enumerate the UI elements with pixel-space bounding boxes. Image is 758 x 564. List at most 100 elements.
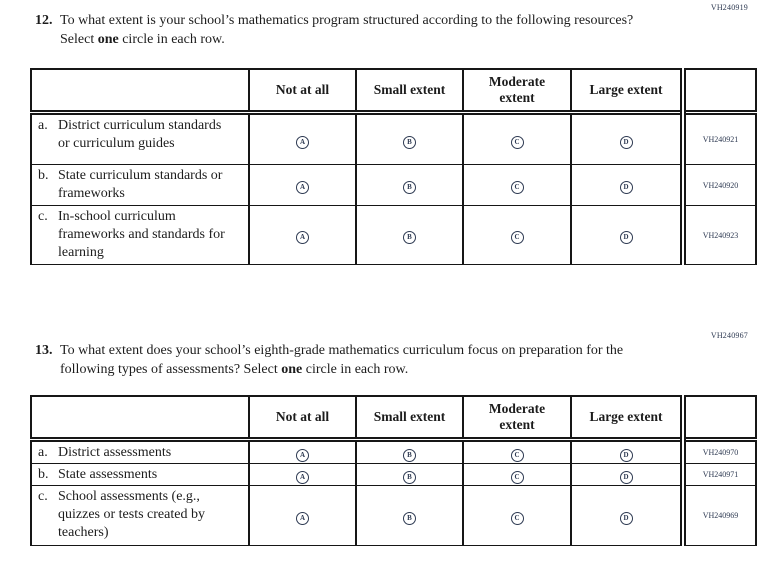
row-letter: a. — [38, 445, 48, 460]
header-code-column — [680, 68, 757, 115]
table-row: b. State curriculum standards or framewo… — [30, 164, 757, 206]
option-cell-not-at-all: A — [248, 463, 357, 486]
row-label-cell: a. District curriculum standards or curr… — [30, 112, 250, 165]
question-12-text: To what extent is your school’s mathemat… — [60, 11, 638, 49]
question-12-number: 12. — [35, 13, 53, 28]
option-circle-b[interactable]: B — [403, 181, 416, 194]
question-12-bold-word: one — [97, 32, 119, 47]
option-circle-a[interactable]: A — [296, 135, 309, 149]
option-cell-not-at-all: A — [248, 439, 357, 464]
option-circle-c[interactable]: C — [510, 135, 524, 149]
question-12: 12. To what extent is your school’s math… — [35, 11, 638, 49]
option-cell-moderate-extent: C — [462, 205, 572, 265]
row-label-cell: c. In-school curriculum frameworks and s… — [30, 205, 250, 265]
row-code: VH240923 — [680, 205, 757, 265]
option-circle-b[interactable]: B — [403, 448, 416, 462]
option-circle-d[interactable]: D — [619, 470, 633, 484]
table-row: a. District curriculum standards or curr… — [30, 112, 757, 165]
row-code: VH240971 — [680, 463, 757, 486]
question-13-bold-word: one — [281, 362, 303, 377]
row-letter: b. — [38, 168, 49, 183]
header-code-column — [680, 395, 757, 442]
option-cell-not-at-all: A — [248, 112, 357, 165]
option-cell-not-at-all: A — [248, 485, 357, 546]
option-cell-small-extent: B — [355, 205, 464, 265]
header-small-extent: Small extent — [355, 68, 464, 115]
header-not-at-all: Not at all — [248, 395, 357, 442]
header-not-at-all: Not at all — [248, 68, 357, 115]
option-circle-d[interactable]: D — [619, 135, 633, 149]
row-label-cell: b. State assessments — [30, 463, 250, 486]
question-13-text-after: circle in each row. — [302, 362, 409, 377]
question-13-text-before: To what extent does your school’s eighth… — [60, 343, 624, 377]
option-cell-small-extent: B — [355, 112, 464, 165]
header-stub — [30, 68, 250, 115]
row-label-cell: a. District assessments — [30, 439, 250, 464]
option-circle-d[interactable]: D — [619, 181, 633, 194]
question-12-code: VH240919 — [710, 3, 748, 12]
header-large-extent: Large extent — [570, 395, 684, 442]
header-moderate-extent: Moderate extent — [462, 68, 572, 115]
table-row: b. State assessments A B C D VH240971 — [30, 463, 757, 486]
table-row: c. School assessments (e.g., quizzes or … — [30, 485, 757, 546]
header-row: Not at all Small extent Moderate extent … — [30, 68, 757, 115]
option-circle-c[interactable]: C — [510, 448, 524, 462]
table-row: c. In-school curriculum frameworks and s… — [30, 205, 757, 265]
option-cell-moderate-extent: C — [462, 164, 572, 206]
option-cell-moderate-extent: C — [462, 112, 572, 165]
option-circle-b[interactable]: B — [403, 470, 416, 484]
option-cell-moderate-extent: C — [462, 439, 572, 464]
option-cell-moderate-extent: C — [462, 485, 572, 546]
option-cell-not-at-all: A — [248, 205, 357, 265]
question-13-text: To what extent does your school’s eighth… — [60, 341, 638, 379]
option-cell-large-extent: D — [570, 485, 684, 546]
row-letter: b. — [38, 467, 49, 482]
option-circle-c[interactable]: C — [510, 470, 524, 484]
option-circle-a[interactable]: A — [296, 231, 309, 244]
option-circle-a[interactable]: A — [296, 448, 309, 462]
option-circle-a[interactable]: A — [296, 181, 309, 194]
option-circle-b[interactable]: B — [403, 231, 416, 244]
header-row: Not at all Small extent Moderate extent … — [30, 395, 757, 442]
option-circle-d[interactable]: D — [619, 448, 633, 462]
option-cell-small-extent: B — [355, 485, 464, 546]
row-code: VH240969 — [680, 485, 757, 546]
option-circle-c[interactable]: C — [510, 231, 524, 244]
option-circle-b[interactable]: B — [403, 135, 416, 149]
row-label: In-school curriculum frameworks and stan… — [58, 209, 225, 260]
header-large-extent: Large extent — [570, 68, 684, 115]
question-13: 13. To what extent does your school’s ei… — [35, 341, 638, 379]
option-cell-large-extent: D — [570, 164, 684, 206]
header-small-extent: Small extent — [355, 395, 464, 442]
option-cell-large-extent: D — [570, 439, 684, 464]
header-moderate-extent: Moderate extent — [462, 395, 572, 442]
question-13-number: 13. — [35, 343, 53, 358]
option-circle-a[interactable]: A — [296, 511, 309, 525]
option-circle-d[interactable]: D — [619, 511, 633, 525]
option-cell-large-extent: D — [570, 463, 684, 486]
row-label: School assessments (e.g., quizzes or tes… — [58, 489, 205, 540]
option-cell-small-extent: B — [355, 463, 464, 486]
option-circle-c[interactable]: C — [510, 181, 524, 194]
row-code: VH240921 — [680, 112, 757, 165]
option-cell-large-extent: D — [570, 112, 684, 165]
option-circle-c[interactable]: C — [510, 511, 524, 525]
question-12-table: Not at all Small extent Moderate extent … — [30, 68, 757, 265]
option-cell-small-extent: B — [355, 439, 464, 464]
option-cell-moderate-extent: C — [462, 463, 572, 486]
row-code: VH240970 — [680, 439, 757, 464]
option-cell-small-extent: B — [355, 164, 464, 206]
option-cell-large-extent: D — [570, 205, 684, 265]
row-label: State assessments — [58, 467, 158, 482]
option-circle-b[interactable]: B — [403, 511, 416, 525]
option-circle-d[interactable]: D — [619, 231, 633, 244]
row-letter: c. — [38, 209, 48, 224]
row-code: VH240920 — [680, 164, 757, 206]
row-label: State curriculum standards or frameworks — [58, 168, 223, 201]
row-label: District curriculum standards or curricu… — [58, 118, 222, 151]
question-13-table: Not at all Small extent Moderate extent … — [30, 395, 757, 546]
question-12-text-before: To what extent is your school’s mathemat… — [60, 13, 634, 47]
question-13-code: VH240967 — [710, 331, 748, 340]
option-circle-a[interactable]: A — [296, 470, 309, 484]
